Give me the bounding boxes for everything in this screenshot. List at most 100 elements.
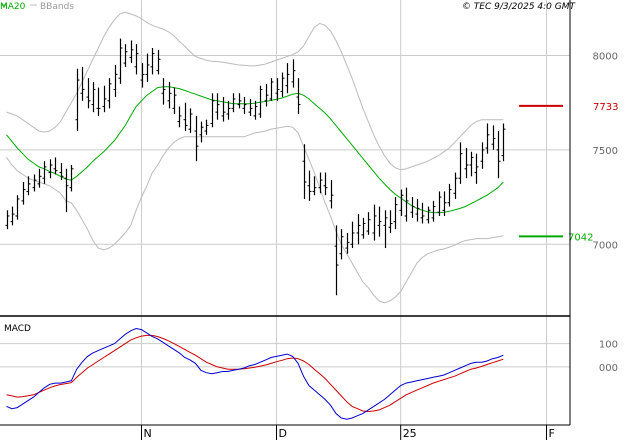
ohlc-bar [75, 68, 80, 132]
ohlc-bar [474, 153, 479, 184]
ohlc-bar [491, 125, 496, 150]
macd-y-tick-label: 100 [599, 340, 618, 351]
ohlc-bar [415, 198, 420, 222]
ohlc-bar [420, 202, 425, 224]
ohlc-bar [334, 225, 339, 296]
ohlc-bar [485, 123, 490, 154]
ohlc-bar [377, 206, 382, 237]
ohlc-bar [32, 174, 37, 192]
x-tick-label: 25 [403, 427, 417, 440]
ohlc-bar [496, 131, 501, 179]
ohlc-bar [447, 183, 452, 207]
ohlc-bar [431, 200, 436, 222]
ohlc-bar [15, 195, 20, 220]
ohlc-bar [48, 159, 53, 179]
price-y-tick-label: 7000 [593, 240, 618, 251]
ohlc-bar [501, 123, 506, 162]
ohlc-bar [307, 170, 312, 201]
ohlc-bar [91, 81, 96, 113]
ohlc-bar [188, 108, 193, 133]
ohlc-bar [194, 115, 199, 162]
ohlc-bar [350, 221, 355, 249]
ohlc-bar [86, 78, 91, 109]
ohlc-bar [69, 165, 74, 192]
ohlc-bar [118, 38, 123, 84]
x-gridlines [141, 0, 547, 425]
ohlc-bar [345, 232, 350, 254]
ohlc-bar [458, 142, 463, 184]
ohlc-bar [285, 63, 290, 94]
copyright-timestamp: © TEC 9/3/2025 4:0 GMT [462, 2, 577, 12]
ohlc-bar [366, 212, 371, 235]
ohlc-bar [302, 144, 307, 199]
ohlc-bar [183, 102, 188, 132]
ohlc-bar [253, 100, 258, 120]
ohlc-bar [172, 87, 177, 115]
ohlc-bar [26, 176, 31, 196]
bbands-legend-label: BBands [40, 2, 74, 12]
ohlc-bar [150, 47, 155, 75]
ohlc-bar [53, 157, 58, 175]
ohlc-bar [5, 210, 10, 230]
ohlc-bar [361, 217, 366, 239]
ohlc-bar [226, 100, 231, 120]
ohlc-bar [113, 64, 118, 98]
x-tick-label: F [549, 427, 555, 440]
macd-y-tick-labels: 100 000 [599, 340, 618, 374]
ohlc-bar [464, 148, 469, 179]
resistance-level-label: 7733 [593, 102, 618, 113]
ohlc-bar [437, 191, 442, 216]
ohlc-bar [410, 197, 415, 218]
bbands-upper-line [6, 11, 504, 171]
price-bars [5, 38, 506, 296]
ohlc-bar [237, 93, 242, 109]
ohlc-bar [221, 97, 226, 122]
ohlc-bar [167, 81, 172, 109]
ohlc-bar [64, 168, 69, 213]
ohlc-bar [42, 161, 47, 184]
ohlc-bar [161, 78, 166, 105]
ohlc-bar [80, 66, 85, 101]
price-y-tick-label: 7500 [593, 146, 618, 157]
ohlc-bar [426, 206, 431, 224]
ohlc-bar [210, 93, 215, 128]
ohlc-bar [242, 97, 247, 115]
ohlc-bar [356, 214, 361, 245]
ohlc-bar [204, 119, 209, 135]
ohlc-bar [199, 121, 204, 143]
ohlc-bar [372, 204, 377, 241]
ohlc-bar [231, 93, 236, 113]
ohlc-bar [107, 78, 112, 109]
bbands-lower-line [6, 125, 504, 304]
ohlc-bar [140, 63, 145, 88]
ohlc-bar [145, 53, 150, 82]
ohlc-bar [296, 78, 301, 115]
ohlc-bar [258, 85, 263, 118]
ohlc-bar [339, 229, 344, 260]
ohlc-bar [10, 206, 15, 226]
price-y-tick-label: 8000 [593, 52, 618, 63]
ohlc-bar [388, 210, 393, 233]
ohlc-bar [37, 168, 42, 188]
ohlc-bar [453, 172, 458, 199]
ohlc-bar [399, 189, 404, 216]
ohlc-bar [291, 59, 296, 88]
support-level-label: 7042 [568, 232, 593, 243]
ohlc-bar [275, 78, 280, 101]
ohlc-bar [329, 180, 334, 209]
ma20-legend-label: MA20 [0, 2, 26, 12]
ohlc-bar [215, 93, 220, 120]
ohlc-bar [21, 181, 26, 205]
ohlc-bar [123, 44, 128, 67]
ohlc-bar [383, 210, 388, 249]
ohlc-bar [312, 176, 317, 196]
ohlc-bar [248, 98, 253, 116]
ohlc-bar [59, 163, 64, 181]
ohlc-bar [393, 197, 398, 230]
macd-gridlines [0, 343, 570, 368]
ohlc-bar [280, 72, 285, 98]
ohlc-bar [156, 49, 161, 75]
ohlc-bar [404, 187, 409, 222]
